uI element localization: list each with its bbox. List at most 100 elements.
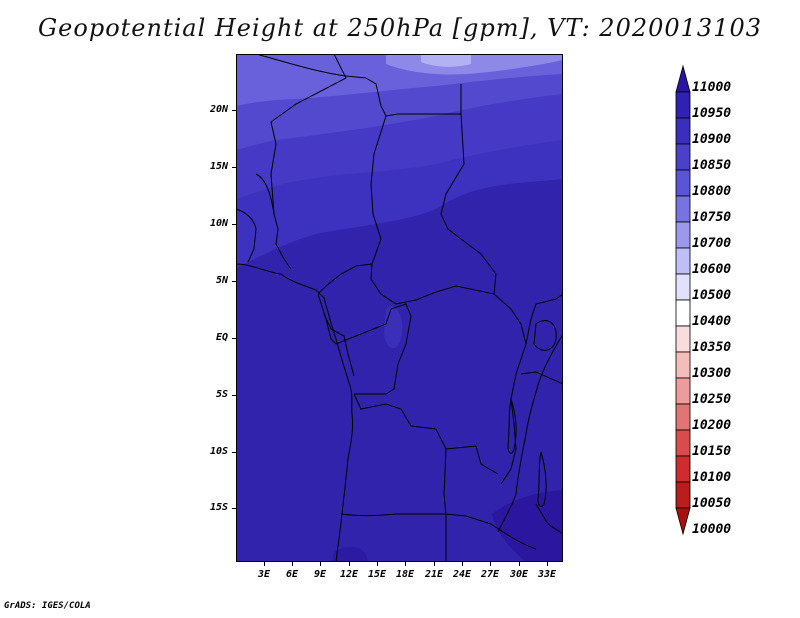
colorbar-segment-10600 [675, 247, 691, 275]
colorbar-label-10500: 10500 [692, 288, 732, 303]
colorbar-label-10850: 10850 [692, 158, 732, 173]
border-libya-egypt [365, 77, 399, 117]
geopotential-height-map [236, 54, 563, 562]
lake-tanganyika [507, 397, 517, 454]
lon-tick [547, 562, 548, 566]
colorbar-label-10700: 10700 [692, 236, 732, 251]
colorbar-label-10150: 10150 [692, 444, 732, 459]
colorbar-segment-10000 [675, 507, 691, 536]
colorbar-label-10050: 10050 [692, 496, 732, 511]
country-borders [236, 54, 563, 562]
lat-label-15n: 15N [209, 161, 228, 172]
lat-label-eq: EQ [215, 332, 228, 343]
grads-credit: GrADS: IGES/COLA [4, 601, 91, 611]
coastline-angola-namibia [335, 413, 353, 562]
colorbar-segment-10050 [675, 481, 691, 509]
lake-malawi [537, 451, 547, 507]
lon-label-15e: 15E [367, 569, 387, 580]
border-chad-car [317, 263, 373, 295]
border-uganda-kenya [525, 293, 563, 345]
border-benin-nigeria [236, 208, 257, 263]
map-title: Geopotential Height at 250hPa [gpm], VT:… [38, 14, 762, 42]
colorbar-label-11000: 11000 [692, 80, 732, 95]
lat-label-5n: 5N [215, 275, 228, 286]
colorbar-label-10300: 10300 [692, 366, 732, 381]
lat-tick [232, 224, 236, 225]
lat-label-5s: 5S [215, 389, 228, 400]
lon-tick [349, 562, 350, 566]
lon-tick [434, 562, 435, 566]
lon-label-21e: 21E [424, 569, 444, 580]
lon-label-24e: 24E [452, 569, 472, 580]
colorbar-segment-10750 [675, 195, 691, 223]
colorbar-label-10100: 10100 [692, 470, 732, 485]
border-libya-chad [270, 54, 347, 123]
colorbar-segment-10100 [675, 455, 691, 483]
colorbar-label-10600: 10600 [692, 262, 732, 277]
lon-label-12e: 12E [339, 569, 359, 580]
lon-tick [377, 562, 378, 566]
height-band-peak [421, 54, 471, 67]
lat-label-15s: 15S [209, 502, 228, 513]
lat-tick [232, 167, 236, 168]
colorbar-segment-10350 [675, 325, 691, 353]
lon-label-3e: 3E [257, 569, 271, 580]
border-nigeria-cameroon [255, 173, 292, 270]
lat-tick [232, 452, 236, 453]
border-drc-east [493, 293, 527, 485]
border-congo-gabon [323, 313, 355, 377]
colorbar-segment-10200 [675, 403, 691, 431]
colorbar-segment-10150 [675, 429, 691, 457]
lon-tick [320, 562, 321, 566]
lon-tick [292, 562, 293, 566]
lon-label-30e: 30E [509, 569, 529, 580]
border-cameroon-car [317, 293, 337, 345]
colorbar-label-10750: 10750 [692, 210, 732, 225]
lon-label-6e: 6E [285, 569, 299, 580]
lat-label-10n: 10N [209, 218, 228, 229]
border-niger-chad [270, 121, 277, 215]
lon-label-33e: 33E [537, 569, 557, 580]
colorbar-label-10000: 10000 [692, 522, 732, 537]
border-car-drc [370, 278, 495, 305]
map-frame [236, 54, 563, 562]
border-drc-congo [335, 303, 412, 395]
lat-label-20n: 20N [209, 104, 228, 115]
lake-victoria [533, 320, 557, 351]
colorbar-segment-10500 [675, 273, 691, 301]
lon-label-27e: 27E [480, 569, 500, 580]
colorbar-label-10200: 10200 [692, 418, 732, 433]
colorbar-segments [675, 64, 691, 536]
colorbar-segment-10700 [675, 221, 691, 249]
coastline-west-africa [236, 263, 353, 415]
colorbar-label-10950: 10950 [692, 106, 732, 121]
colorbar-segment-10250 [675, 377, 691, 405]
colorbar [675, 64, 691, 536]
lon-label-9e: 9E [313, 569, 327, 580]
lat-tick [232, 338, 236, 339]
coastline-east-africa [497, 333, 563, 533]
border-tanzania-north [520, 371, 563, 385]
lat-tick [232, 508, 236, 509]
lon-tick [462, 562, 463, 566]
colorbar-segment-10800 [675, 169, 691, 197]
border-angola-namibia [340, 513, 446, 516]
lat-tick [232, 395, 236, 396]
border-zambia-zimbabwe [490, 523, 537, 550]
lat-label-10s: 10S [209, 446, 228, 457]
lon-tick [519, 562, 520, 566]
colorbar-segment-10300 [675, 351, 691, 379]
low-height-blob-south [332, 546, 368, 562]
lon-tick [490, 562, 491, 566]
lon-tick [405, 562, 406, 566]
colorbar-segment-11000 [675, 64, 691, 93]
colorbar-label-10800: 10800 [692, 184, 732, 199]
colorbar-label-10400: 10400 [692, 314, 732, 329]
lon-tick [264, 562, 265, 566]
border-sudan-south [440, 113, 497, 295]
lon-label-18e: 18E [395, 569, 415, 580]
colorbar-label-10250: 10250 [692, 392, 732, 407]
border-drc-angola [353, 393, 499, 475]
lat-tick [232, 281, 236, 282]
colorbar-segment-10850 [675, 143, 691, 171]
